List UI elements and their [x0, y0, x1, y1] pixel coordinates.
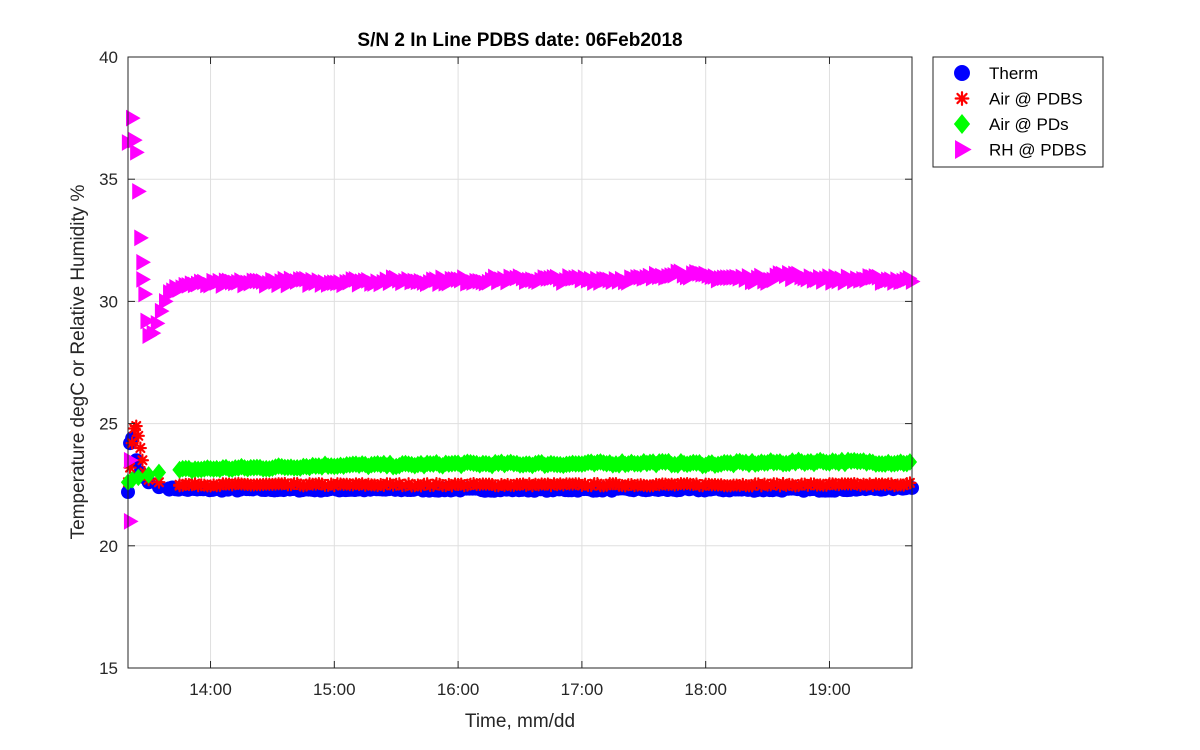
y-tick-label: 25 [99, 415, 118, 434]
legend-item: RH @ PDBS [955, 140, 1087, 160]
legend-item: Therm [954, 64, 1038, 83]
data-point [131, 429, 145, 443]
x-tick-label: 17:00 [561, 680, 604, 699]
data-point [819, 478, 833, 492]
data-point [185, 478, 199, 492]
data-point [130, 143, 145, 161]
plot-series [120, 109, 921, 530]
y-tick-label: 30 [99, 292, 118, 311]
plot-frame [127, 56, 913, 669]
series-3 [121, 109, 921, 530]
data-point [136, 271, 151, 288]
data-point [132, 183, 147, 200]
y-tick-label: 15 [99, 659, 118, 678]
x-tick-label: 14:00 [189, 680, 232, 699]
legend: Therm Air @ PDBS Air @ PDs RH @ PDBS [932, 56, 1104, 168]
data-point [736, 477, 750, 491]
data-point [902, 453, 918, 471]
chart-title: S/N 2 In Line PDBS date: 06Feb2018 [357, 30, 682, 51]
data-point [315, 477, 329, 491]
legend-marker [955, 140, 972, 159]
data-point [150, 315, 166, 332]
data-point [299, 478, 314, 492]
data-point [151, 463, 167, 482]
data-point [764, 478, 778, 492]
x-tick-label: 18:00 [684, 680, 727, 699]
data-point [278, 476, 292, 491]
y-tick-label: 35 [99, 170, 118, 189]
data-point [129, 419, 143, 433]
data-point [133, 441, 147, 455]
data-point [125, 436, 139, 450]
y-tick-label: 20 [99, 537, 118, 556]
data-point [134, 229, 149, 247]
y-axis-title: Temperature degC or Relative Humidity % [68, 184, 89, 539]
data-point [485, 477, 499, 492]
data-point [578, 477, 592, 491]
x-tick-label: 19:00 [808, 680, 851, 699]
data-point [135, 453, 150, 467]
y-tick-label: 40 [99, 48, 118, 67]
data-point [126, 109, 141, 127]
data-point [903, 476, 917, 490]
legend-marker [953, 114, 971, 134]
legend-item: Air @ PDs [953, 114, 1069, 134]
data-point [646, 479, 660, 493]
data-point [290, 476, 304, 491]
data-point [123, 460, 137, 475]
data-point [128, 131, 143, 149]
data-point [801, 478, 815, 492]
legend-label: Air @ PDBS [989, 90, 1083, 109]
data-point [807, 477, 821, 491]
x-axis-title: Time, mm/dd [465, 711, 575, 732]
data-point [284, 478, 298, 492]
data-point [432, 477, 447, 491]
data-point [454, 477, 468, 491]
data-point [136, 253, 151, 271]
legend-item: Air @ PDBS [954, 90, 1083, 109]
legend-marker [954, 65, 970, 81]
legend-label: RH @ PDBS [989, 141, 1087, 160]
legend-label: Therm [989, 64, 1038, 83]
data-point [140, 312, 156, 330]
series-1 [121, 419, 917, 493]
grid-lines [128, 57, 912, 668]
x-tick-label: 15:00 [313, 680, 356, 699]
data-point [897, 478, 911, 492]
data-point [791, 478, 806, 493]
plot-area [128, 57, 912, 668]
x-tick-label: 16:00 [437, 680, 480, 699]
data-point [152, 475, 166, 489]
data-point [905, 273, 921, 290]
axis-ticks: 14:00 15:00 16:00 17:00 18:00 19:00 15 20 25 30 35… [99, 48, 912, 699]
legend-marker [954, 91, 970, 106]
legend-label: Air @ PDs [989, 115, 1069, 134]
data-point [138, 285, 154, 303]
series-2 [120, 451, 918, 492]
